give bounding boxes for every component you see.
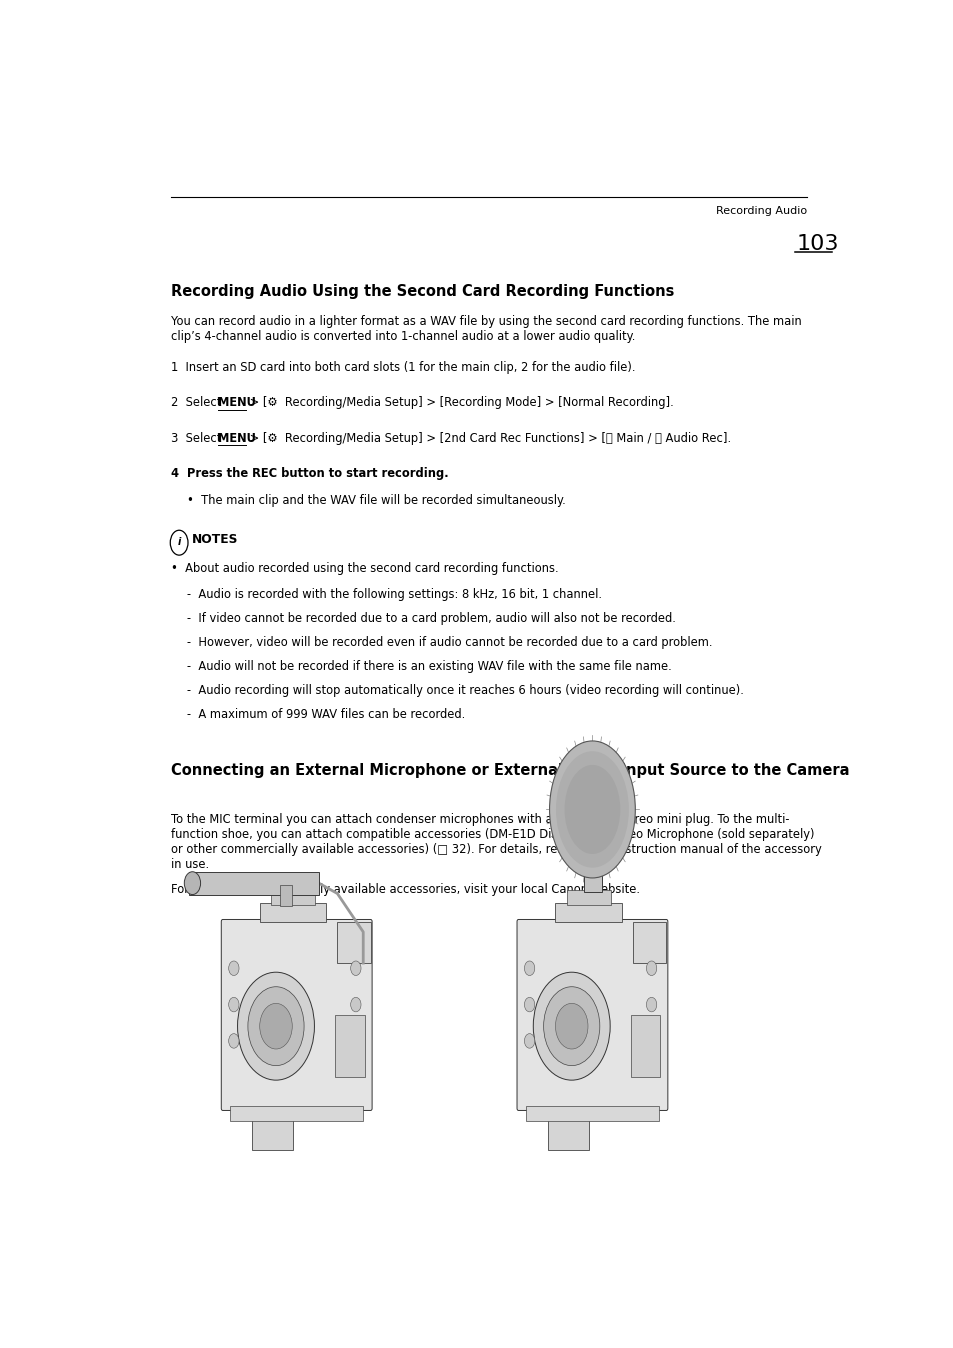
Text: 4  Press the REC button to start recording.: 4 Press the REC button to start recordin… <box>171 466 448 480</box>
Circle shape <box>229 1034 239 1049</box>
Text: To the MIC terminal you can attach condenser microphones with a Ø 3.5 mm stereo : To the MIC terminal you can attach conde… <box>171 813 821 871</box>
Circle shape <box>524 998 535 1012</box>
Text: 2  Select: 2 Select <box>171 396 225 410</box>
Text: -  Audio will not be recorded if there is an existing WAV file with the same fil: - Audio will not be recorded if there is… <box>187 661 671 673</box>
Circle shape <box>543 987 599 1066</box>
Bar <box>630 1015 659 1077</box>
Text: Recording Audio Using the Second Card Recording Functions: Recording Audio Using the Second Card Re… <box>171 284 674 299</box>
Bar <box>555 903 621 922</box>
Circle shape <box>533 972 610 1080</box>
Text: -  Audio recording will stop automatically once it reaches 6 hours (video record: - Audio recording will stop automaticall… <box>187 683 743 697</box>
Bar <box>335 1015 364 1077</box>
Text: MENU: MENU <box>217 396 255 410</box>
Circle shape <box>351 961 360 976</box>
Bar <box>633 922 665 962</box>
Bar <box>230 1107 363 1120</box>
FancyBboxPatch shape <box>517 919 667 1111</box>
Circle shape <box>237 972 314 1080</box>
Text: -  If video cannot be recorded due to a card problem, audio will also not be rec: - If video cannot be recorded due to a c… <box>187 612 676 625</box>
Circle shape <box>555 1003 587 1049</box>
Circle shape <box>646 998 656 1012</box>
Ellipse shape <box>549 741 635 878</box>
Text: > [⚙  Recording/Media Setup] > [2nd Card Rec Functions] > [⎗ Main / ⎘ Audio Rec]: > [⚙ Recording/Media Setup] > [2nd Card … <box>246 431 730 445</box>
Ellipse shape <box>564 764 619 855</box>
Circle shape <box>524 1034 535 1049</box>
Circle shape <box>229 998 239 1012</box>
FancyBboxPatch shape <box>221 919 372 1111</box>
Bar <box>337 922 370 962</box>
Bar <box>583 842 601 892</box>
Bar <box>252 1108 293 1150</box>
Circle shape <box>646 961 656 976</box>
Text: For details on commercially available accessories, visit your local Canon websit: For details on commercially available ac… <box>171 883 639 896</box>
Text: Connecting an External Microphone or External Audio Input Source to the Camera: Connecting an External Microphone or Ext… <box>171 763 848 778</box>
Bar <box>280 886 292 906</box>
Circle shape <box>229 961 239 976</box>
Circle shape <box>259 1003 292 1049</box>
Text: NOTES: NOTES <box>192 534 238 546</box>
Text: > [⚙  Recording/Media Setup] > [Recording Mode] > [Normal Recording].: > [⚙ Recording/Media Setup] > [Recording… <box>246 396 673 410</box>
Circle shape <box>351 998 360 1012</box>
Text: i: i <box>177 537 181 547</box>
Text: Recording Audio: Recording Audio <box>715 206 806 217</box>
Bar <box>566 891 610 905</box>
Text: 103: 103 <box>796 235 838 255</box>
Text: MENU: MENU <box>217 431 255 445</box>
Text: •  About audio recorded using the second card recording functions.: • About audio recorded using the second … <box>171 562 558 576</box>
Text: You can record audio in a lighter format as a WAV file by using the second card : You can record audio in a lighter format… <box>171 315 801 344</box>
Bar <box>259 903 326 922</box>
Circle shape <box>248 987 304 1066</box>
Bar <box>271 891 314 905</box>
Ellipse shape <box>556 751 628 868</box>
Ellipse shape <box>184 872 200 895</box>
Text: 1  Insert an SD card into both card slots (1 for the main clip, 2 for the audio : 1 Insert an SD card into both card slots… <box>171 361 635 373</box>
Text: 3  Select: 3 Select <box>171 431 225 445</box>
Text: -  A maximum of 999 WAV files can be recorded.: - A maximum of 999 WAV files can be reco… <box>187 708 465 721</box>
Bar <box>190 872 318 895</box>
Bar <box>547 1108 588 1150</box>
Text: -  Audio is recorded with the following settings: 8 kHz, 16 bit, 1 channel.: - Audio is recorded with the following s… <box>187 588 601 601</box>
Text: •  The main clip and the WAV file will be recorded simultaneously.: • The main clip and the WAV file will be… <box>187 493 565 507</box>
Circle shape <box>524 961 535 976</box>
Bar <box>525 1107 659 1120</box>
Text: -  However, video will be recorded even if audio cannot be recorded due to a car: - However, video will be recorded even i… <box>187 636 712 650</box>
